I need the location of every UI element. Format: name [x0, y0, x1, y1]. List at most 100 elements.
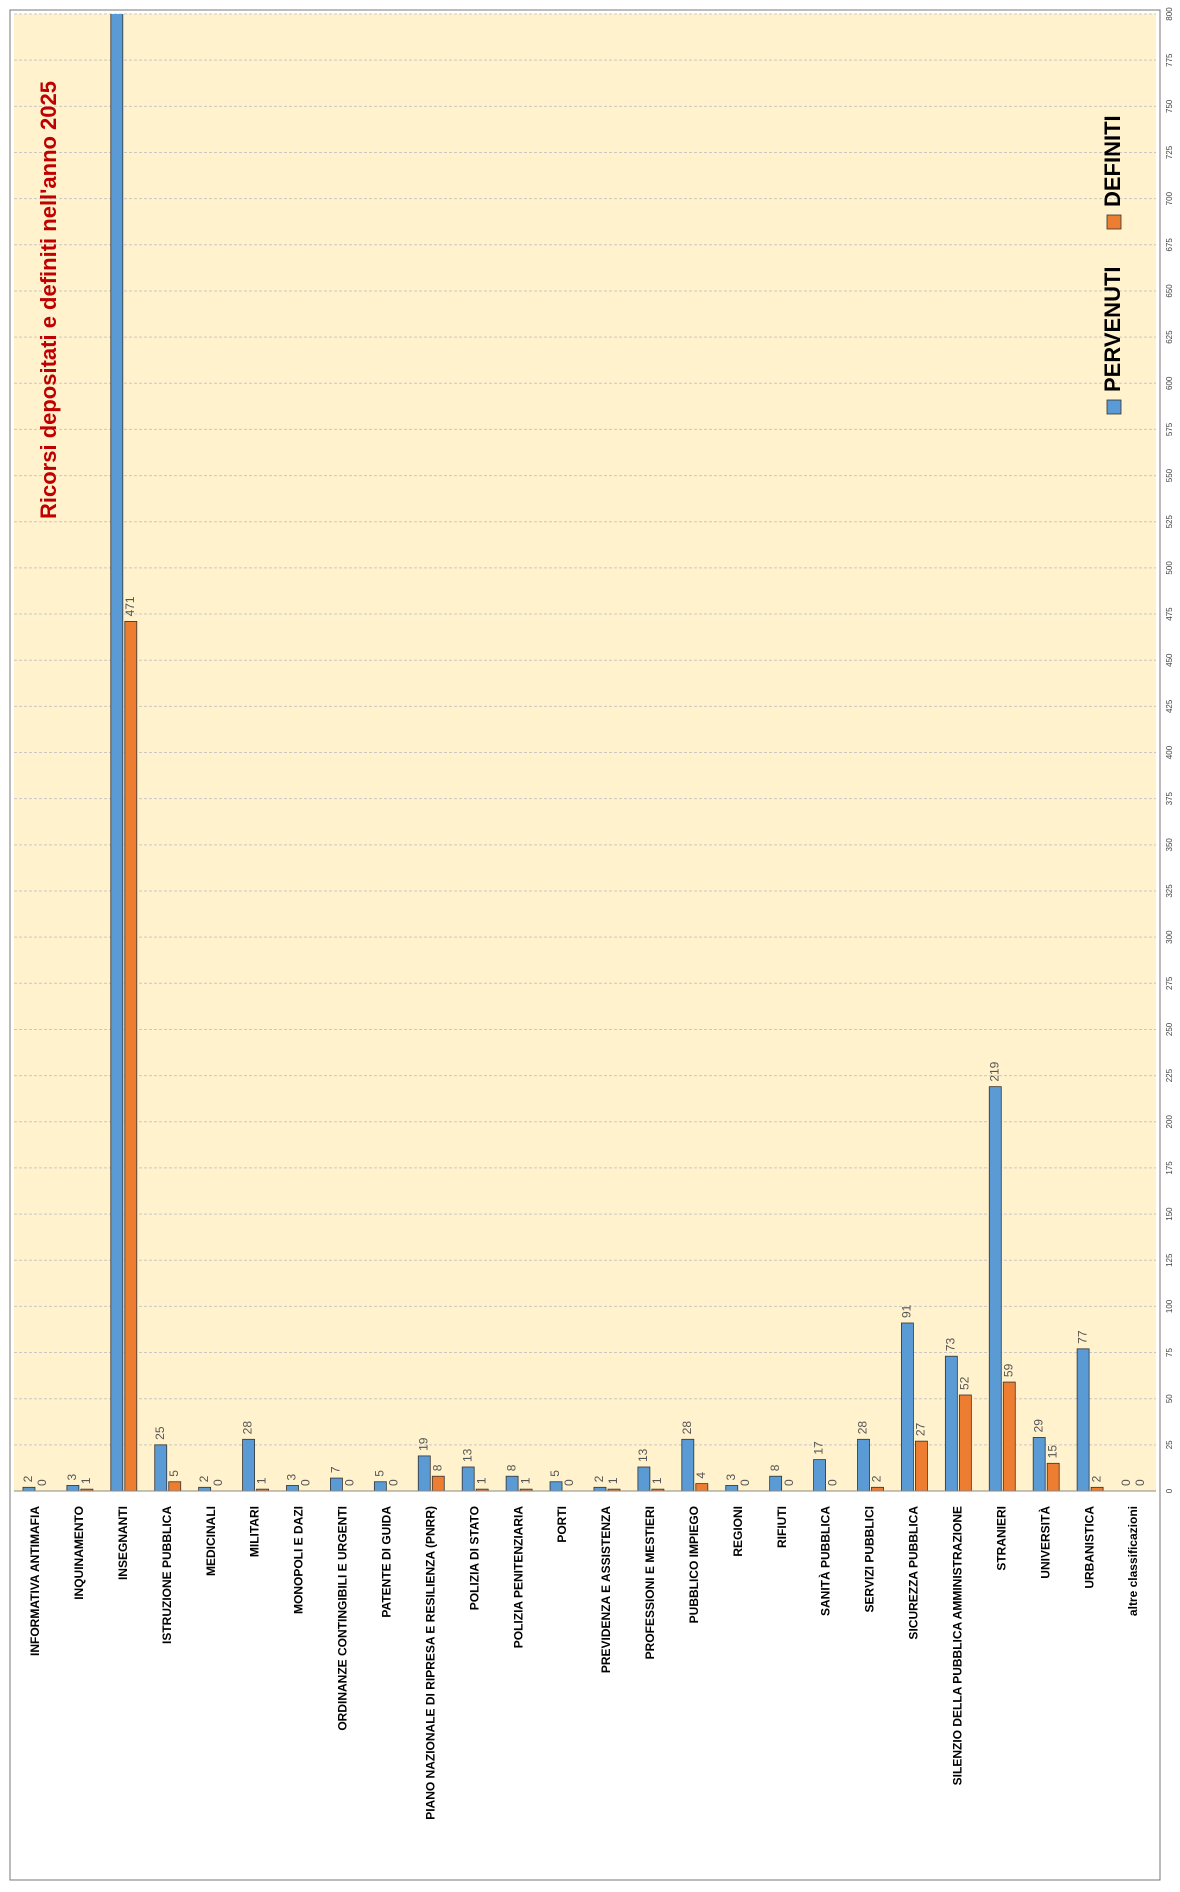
grid — [14, 13, 1156, 1492]
y-tick-label: 800 — [1165, 7, 1174, 21]
bar — [286, 1485, 299, 1491]
legend-label: DEFINITI — [1100, 115, 1125, 207]
data-label: 13 — [460, 1448, 474, 1462]
x-tick-label: URBANISTICA — [1082, 1506, 1096, 1589]
data-label: 0 — [738, 1479, 752, 1486]
data-label: 1 — [606, 1477, 620, 1484]
x-tick-label: PORTI — [555, 1506, 569, 1543]
y-tick-label: 475 — [1165, 607, 1174, 621]
bar — [22, 1486, 36, 1491]
bar — [549, 1481, 563, 1491]
data-label: 2 — [1089, 1475, 1103, 1482]
x-tick-label: PATENTE DI GUIDA — [380, 1506, 394, 1618]
x-tick-label: ORDINANZE CONTINGIBILI E URGENTI — [336, 1506, 350, 1731]
data-label: 7 — [329, 1466, 343, 1473]
x-tick-label: PIANO NAZIONALE DI RIPRESA E RESILIENZA … — [423, 1506, 437, 1820]
data-label: 0 — [1119, 1479, 1133, 1486]
y-tick-label: 625 — [1165, 330, 1174, 344]
bar — [958, 1394, 972, 1491]
data-label: 1 — [518, 1477, 532, 1484]
bar — [871, 1486, 884, 1491]
y-tick-label: 375 — [1165, 791, 1174, 805]
bar — [593, 1486, 607, 1491]
data-label: 13 — [636, 1448, 650, 1462]
y-tick-label: 100 — [1165, 1299, 1174, 1313]
bar — [1046, 1462, 1060, 1491]
data-label: 17 — [812, 1441, 826, 1455]
y-tick-label: 675 — [1165, 238, 1174, 252]
y-tick-label: 400 — [1165, 745, 1174, 759]
bar — [1032, 1437, 1046, 1491]
x-tick-label: SANITÀ PUBBLICA — [818, 1506, 833, 1616]
bar — [80, 1488, 94, 1491]
y-tick-label: 600 — [1165, 376, 1174, 390]
y-tick-label: 750 — [1165, 99, 1174, 113]
data-label: 15 — [1045, 1445, 1059, 1459]
x-tick-label: SILENZIO DELLA PUBBLICA AMMINISTRAZIONE — [951, 1506, 965, 1785]
bar — [154, 1444, 168, 1491]
data-label: 2 — [870, 1475, 884, 1482]
y-tick-label: 450 — [1165, 653, 1174, 667]
bar — [519, 1488, 533, 1491]
x-tick-label: POLIZIA PENITENZIARIA — [511, 1506, 525, 1649]
data-label: 52 — [958, 1376, 972, 1390]
y-tick-label: 200 — [1165, 1115, 1174, 1129]
data-label: 29 — [1031, 1419, 1045, 1433]
y-tick-label: 575 — [1165, 422, 1174, 436]
y-tick-label: 325 — [1165, 884, 1174, 898]
data-label: 3 — [724, 1473, 738, 1480]
data-label: 1 — [255, 1477, 269, 1484]
x-tick-label: SERVIZI PUBBLICI — [863, 1506, 877, 1612]
x-tick-label: INSEGNANTI — [116, 1506, 130, 1580]
legend-swatch — [1106, 399, 1122, 415]
data-label: 28 — [241, 1421, 255, 1435]
data-label: 219 — [987, 1061, 1001, 1081]
y-tick-label: 175 — [1165, 1161, 1174, 1175]
x-tick-label: MILITARI — [248, 1506, 262, 1557]
data-label: 27 — [914, 1422, 928, 1436]
x-tick-label: MONOPOLI E DAZI — [292, 1506, 306, 1614]
x-tick-label: PROFESSIONI E MESTIERI — [643, 1506, 657, 1659]
y-tick-label: 525 — [1165, 515, 1174, 529]
x-tick-label: SICUREZZA PUBBLICA — [907, 1506, 921, 1640]
bar — [461, 1466, 475, 1491]
y-tick-label: 125 — [1165, 1253, 1174, 1267]
data-label: 19 — [416, 1437, 430, 1451]
bars: 2031820471255202813070501981318150211312… — [21, 14, 1147, 1491]
data-label: 0 — [562, 1479, 576, 1486]
bar — [124, 621, 138, 1491]
y-tick-label: 425 — [1165, 699, 1174, 713]
bar — [607, 1488, 621, 1491]
bar — [769, 1475, 783, 1491]
x-tick-label: INQUINAMENTO — [72, 1506, 86, 1600]
bar — [1002, 1381, 1016, 1491]
y-tick-label: 650 — [1165, 284, 1174, 298]
x-tick-label: RIFIUTI — [775, 1506, 789, 1548]
y-tick-label: 275 — [1165, 976, 1174, 990]
bar — [695, 1483, 709, 1491]
x-tick-label: PUBBLICO IMPIEGO — [687, 1506, 701, 1623]
data-label: 8 — [430, 1464, 444, 1471]
bar — [256, 1488, 269, 1491]
bar — [373, 1481, 387, 1491]
y-tick-label: 25 — [1165, 1440, 1174, 1449]
y-tick-label: 250 — [1165, 1022, 1174, 1036]
data-label: 5 — [167, 1470, 181, 1477]
legend-swatch — [1106, 214, 1122, 230]
bar — [681, 1438, 695, 1491]
y-tick-label: 700 — [1165, 191, 1174, 205]
x-tick-label: REGIONI — [731, 1506, 745, 1557]
data-label: 0 — [299, 1479, 313, 1486]
y-tick-label: 500 — [1165, 561, 1174, 575]
data-label: 28 — [680, 1421, 694, 1435]
x-tick-label: POLIZIA DI STATO — [467, 1506, 481, 1610]
bar — [330, 1477, 343, 1491]
y-tick-label: 50 — [1165, 1394, 1174, 1403]
y-tick-label: 300 — [1165, 930, 1174, 944]
data-label: 0 — [211, 1479, 225, 1486]
x-tick-label: STRANIERI — [994, 1506, 1008, 1571]
x-tick-label: UNIVERSITÀ — [1037, 1506, 1052, 1579]
bar — [725, 1485, 739, 1491]
data-label: 0 — [1133, 1479, 1147, 1486]
data-label: 0 — [387, 1479, 401, 1486]
